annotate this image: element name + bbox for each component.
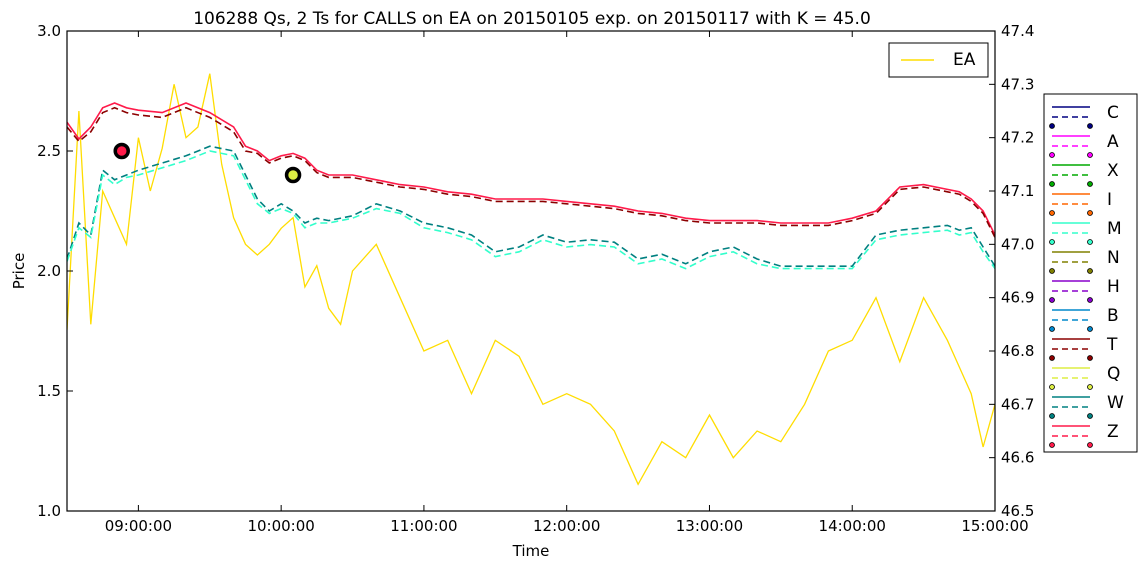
legend-label-h: H (1107, 277, 1120, 297)
legend-dot-right-h (1087, 297, 1093, 303)
y-axis-label: Price (10, 253, 28, 290)
x-tick-label: 12:00:00 (533, 517, 600, 535)
legend-label-i: I (1107, 190, 1112, 210)
x-tick-label: 15:00:00 (961, 517, 1028, 535)
legend-dot-left-a (1049, 152, 1055, 158)
axes: 09:00:00 10:00:00 11:00:00 12:00:00 13:00:00… (37, 22, 1034, 535)
series-line-t (67, 106, 995, 238)
y-tick-label: 1.5 (37, 382, 61, 400)
legend-label-m: M (1107, 219, 1122, 239)
legend-dot-left-x (1049, 181, 1055, 187)
y2-tick-label: 46.9 (1001, 289, 1034, 307)
y-tick-label: 2.5 (37, 142, 61, 160)
legend-dot-left-w (1049, 413, 1055, 419)
legend-dot-right-t (1087, 355, 1093, 361)
x-axis-label: Time (512, 542, 550, 560)
legend-dot-right-a (1087, 152, 1093, 158)
series-line-w (67, 145, 995, 267)
legend-dot-left-b (1049, 326, 1055, 332)
legend-label-x: X (1107, 161, 1119, 181)
y2-tick-label: 46.8 (1001, 342, 1034, 360)
legend-label-t: T (1106, 335, 1118, 355)
legend-label-q: Q (1107, 364, 1120, 384)
legend-dot-right-z (1087, 442, 1093, 448)
legend-dot-left-q (1049, 384, 1055, 390)
trade-marker-1 (113, 142, 130, 160)
x-tick-label: 14:00:00 (819, 517, 886, 535)
legend-label-b: B (1107, 306, 1119, 326)
legend-dot-right-w (1087, 413, 1093, 419)
legend-dot-right-x (1087, 181, 1093, 187)
plot-area (67, 73, 995, 486)
legend-dot-left-i (1049, 210, 1055, 216)
y2-tick-label: 47.4 (1001, 22, 1034, 40)
y2-tick-label: 46.7 (1001, 395, 1034, 413)
y2-tick-label: 46.6 (1001, 449, 1034, 467)
legend-dot-left-h (1049, 297, 1055, 303)
legend-dot-left-z (1049, 442, 1055, 448)
legend-label-n: N (1107, 248, 1120, 268)
y2-tick-label: 47.0 (1001, 235, 1034, 253)
y-tick-label: 2.0 (37, 262, 61, 280)
legend-dot-left-n (1049, 268, 1055, 274)
legend-label-w: W (1107, 393, 1124, 413)
series-line-m (67, 150, 995, 270)
legend-dot-right-i (1087, 210, 1093, 216)
x-tick-label: 09:00:00 (105, 517, 172, 535)
series-line-z (67, 102, 995, 236)
legend-dot-right-n (1087, 268, 1093, 274)
legend-dot-left-c (1049, 123, 1055, 129)
legend-dot-right-b (1087, 326, 1093, 332)
legend-dot-left-t (1049, 355, 1055, 361)
legend-dot-left-m (1049, 239, 1055, 245)
legend-label-z: Z (1107, 422, 1119, 442)
x-tick-label: 10:00:00 (247, 517, 314, 535)
y-tick-label: 1.0 (37, 502, 61, 520)
series-line-ea (67, 73, 995, 486)
legend-dot-right-m (1087, 239, 1093, 245)
legend-underlying-label: EA (953, 50, 976, 70)
y2-tick-label: 47.3 (1001, 75, 1034, 93)
y-tick-label: 3.0 (37, 22, 61, 40)
y2-tick-label: 47.1 (1001, 182, 1034, 200)
trade-marker-2 (284, 166, 302, 184)
x-tick-label: 13:00:00 (676, 517, 743, 535)
y2-tick-label: 46.5 (1001, 502, 1034, 520)
chart-title: 106288 Qs, 2 Ts for CALLS on EA on 20150… (193, 9, 871, 29)
legend-label-c: C (1107, 103, 1119, 123)
legend-dot-right-c (1087, 123, 1093, 129)
x-tick-label: 11:00:00 (390, 517, 457, 535)
legend-underlying: EA (888, 42, 989, 78)
y2-tick-label: 47.2 (1001, 129, 1034, 147)
legend-label-a: A (1107, 132, 1119, 152)
legend-dot-right-q (1087, 384, 1093, 390)
